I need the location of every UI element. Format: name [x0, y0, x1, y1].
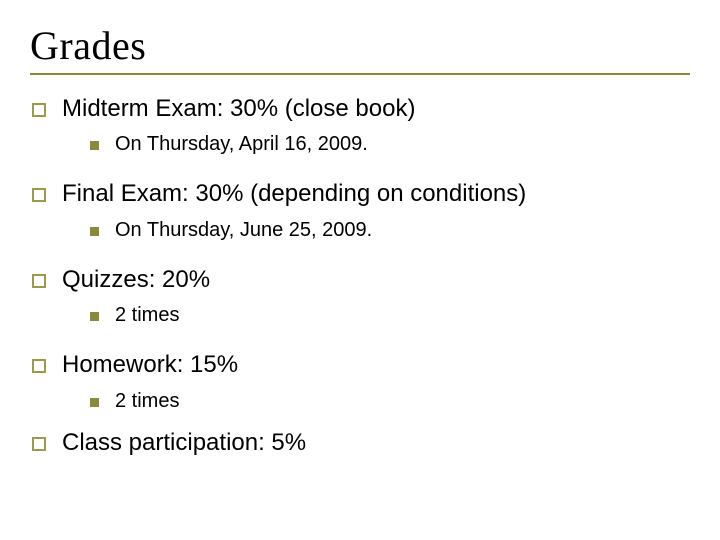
page-title: Grades — [30, 22, 690, 69]
square-filled-icon — [90, 398, 99, 407]
title-rule — [30, 73, 690, 75]
list-item: Quizzes: 20% — [30, 264, 690, 296]
subitem-label: On Thursday, April 16, 2009. — [115, 131, 690, 158]
item-label: Homework: 15% — [62, 349, 690, 381]
square-outline-icon — [32, 188, 46, 202]
item-label: Class participation: 5% — [62, 427, 690, 459]
square-outline-icon — [32, 437, 46, 451]
list-subitem: 2 times — [90, 302, 690, 329]
list-item: Class participation: 5% — [30, 427, 690, 459]
item-label: Midterm Exam: 30% (close book) — [62, 93, 690, 125]
slide: Grades Midterm Exam: 30% (close book) On… — [0, 0, 720, 540]
subitem-label: 2 times — [115, 388, 690, 415]
square-filled-icon — [90, 312, 99, 321]
list-item: Final Exam: 30% (depending on conditions… — [30, 178, 690, 210]
square-filled-icon — [90, 141, 99, 150]
list-item: Homework: 15% — [30, 349, 690, 381]
list-item: Midterm Exam: 30% (close book) — [30, 93, 690, 125]
item-label: Quizzes: 20% — [62, 264, 690, 296]
list-subitem: 2 times — [90, 388, 690, 415]
subitem-label: On Thursday, June 25, 2009. — [115, 217, 690, 244]
subitem-label: 2 times — [115, 302, 690, 329]
square-filled-icon — [90, 227, 99, 236]
square-outline-icon — [32, 274, 46, 288]
square-outline-icon — [32, 103, 46, 117]
list-subitem: On Thursday, June 25, 2009. — [90, 217, 690, 244]
square-outline-icon — [32, 359, 46, 373]
list-subitem: On Thursday, April 16, 2009. — [90, 131, 690, 158]
item-label: Final Exam: 30% (depending on conditions… — [62, 178, 690, 210]
